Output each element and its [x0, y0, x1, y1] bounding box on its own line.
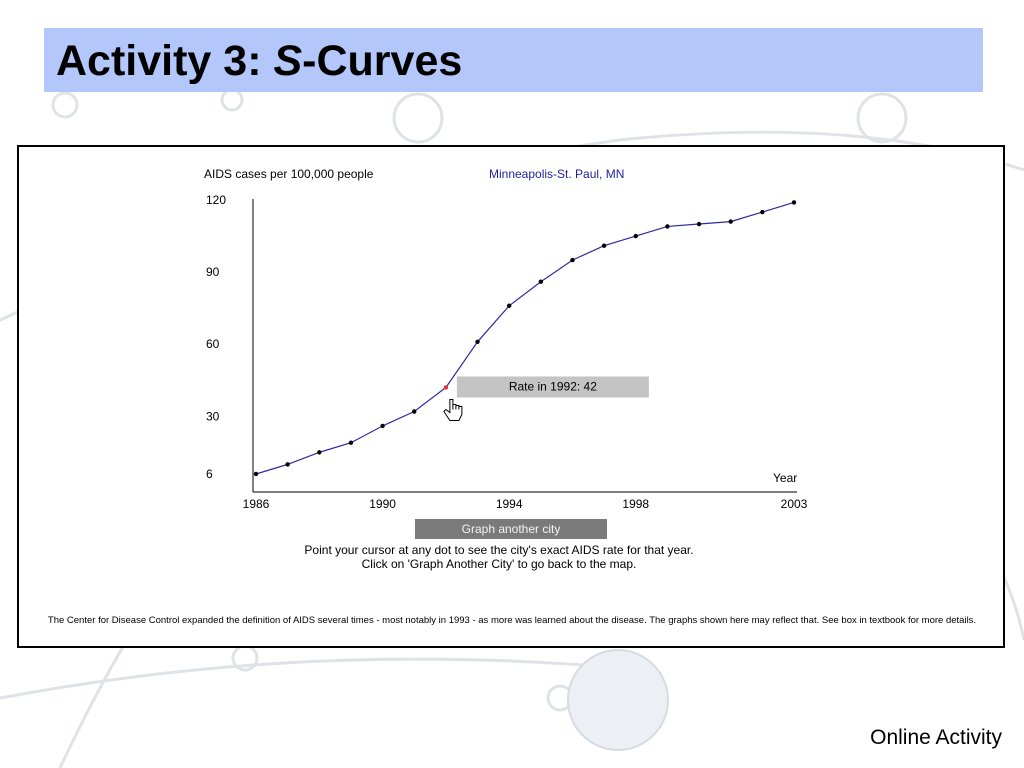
tooltip-text: Rate in 1992: 42	[509, 379, 597, 393]
decor-circle	[51, 91, 79, 119]
y-tick-label: 30	[206, 409, 220, 423]
decor-circle	[220, 88, 244, 112]
data-point[interactable]	[348, 440, 354, 445]
data-point[interactable]	[728, 219, 733, 224]
data-point[interactable]	[380, 423, 385, 429]
data-point[interactable]	[412, 409, 417, 414]
data-point[interactable]	[665, 224, 670, 229]
instruction-line-1: Point your cursor at any dot to see the …	[304, 543, 694, 557]
data-point[interactable]	[601, 243, 607, 248]
decor-arc	[0, 657, 621, 700]
x-tick-label: 1986	[243, 497, 270, 511]
data-point[interactable]	[475, 339, 480, 345]
instruction-line-2: Click on 'Graph Another City' to go back…	[361, 557, 637, 571]
data-point[interactable]	[443, 385, 449, 390]
aids-rate-chart: AIDS cases per 100,000 people Year Minneap…	[204, 167, 808, 511]
x-axis-label: Year	[773, 471, 797, 485]
data-point[interactable]	[791, 200, 797, 205]
footer-label: Online Activity	[870, 726, 1002, 749]
x-tick-label: 1998	[622, 497, 649, 511]
title-bar: Activity 3: S-Curves	[44, 28, 983, 92]
data-point[interactable]	[696, 221, 702, 227]
title-suffix: -Curves	[302, 37, 463, 85]
y-tick-label: 90	[206, 265, 220, 279]
data-point[interactable]	[285, 462, 290, 467]
decor-dotted-circle	[567, 649, 669, 751]
data-point[interactable]	[253, 471, 259, 477]
y-tick-label: 120	[206, 193, 226, 207]
y-axis-label: AIDS cases per 100,000 people	[204, 167, 374, 181]
cdc-footnote: The Center for Disease Control expanded …	[47, 615, 977, 626]
y-tick-label: 6	[206, 467, 213, 481]
series-line	[255, 201, 795, 475]
title-prefix: Activity 3:	[56, 37, 274, 85]
tooltip-box	[456, 376, 649, 398]
graph-panel: AIDS cases per 100,000 people Year Minneap…	[17, 145, 1005, 648]
graph-another-city-button[interactable]: Graph another city	[415, 519, 607, 539]
data-point[interactable]	[506, 303, 512, 308]
x-tick-label: 1994	[496, 497, 523, 511]
chart-city-label: Minneapolis-St. Paul, MN	[489, 167, 624, 181]
hand-cursor-icon	[443, 398, 463, 421]
decor-circle	[392, 92, 444, 144]
decor-circle	[856, 92, 908, 144]
data-point[interactable]	[538, 279, 544, 284]
title-italic: S	[273, 37, 303, 85]
slide-title: Activity 3: S-Curves	[56, 36, 462, 86]
data-point[interactable]	[633, 233, 638, 239]
x-tick-label: 1990	[369, 497, 396, 511]
x-tick-label: 2003	[781, 497, 808, 511]
y-tick-label: 60	[206, 337, 220, 351]
data-point[interactable]	[760, 209, 765, 215]
data-point[interactable]	[317, 450, 322, 455]
data-point[interactable]	[570, 257, 575, 263]
